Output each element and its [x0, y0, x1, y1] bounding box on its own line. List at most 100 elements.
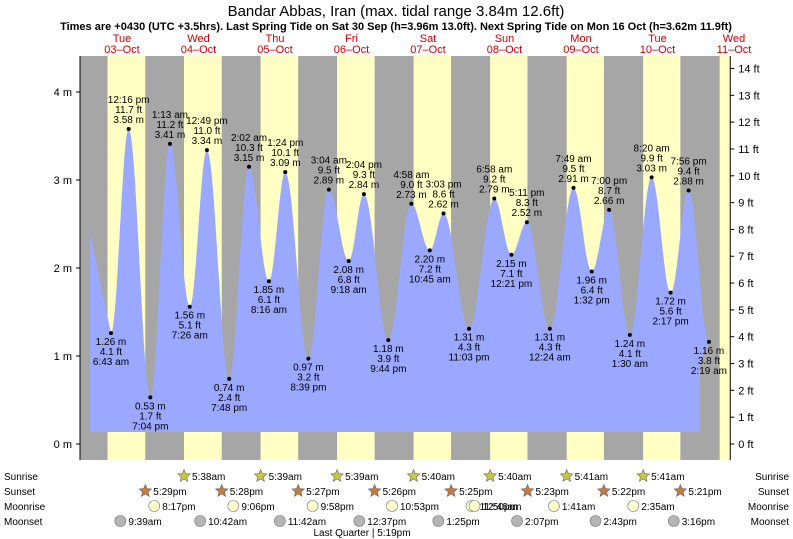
right-tick-label: 8 ft	[738, 224, 753, 236]
sunset-time: 5:27pm	[306, 487, 339, 498]
tide-label: 3.8 ft	[698, 356, 720, 367]
tide-point	[686, 188, 691, 193]
tide-label: 7:49 am	[555, 154, 591, 165]
tide-label: 2:04 pm	[346, 160, 382, 171]
tide-label: 9:18 am	[331, 285, 367, 296]
tide-label: 12:24 am	[529, 353, 571, 364]
tide-label: 9.5 ft	[562, 164, 584, 175]
tide-label: 8.3 ft	[516, 198, 538, 209]
tide-label: 2.62 m	[428, 199, 459, 210]
tide-label: 8.7 ft	[598, 186, 620, 197]
tide-label: 2.08 m	[333, 265, 364, 276]
tide-label: 2.73 m	[396, 190, 427, 201]
moonset-time: 10:42am	[208, 517, 247, 528]
chart-title: Bandar Abbas, Iran (max. tidal range 3.8…	[228, 3, 565, 20]
tide-label: 1.16 m	[694, 346, 725, 357]
tide-label: 3.9 ft	[377, 354, 399, 365]
moon-icon	[667, 515, 680, 527]
sun-star-icon	[559, 468, 574, 482]
sunrise-time: 5:39am	[345, 472, 378, 483]
tide-point	[589, 269, 594, 274]
tide-label: 11.7 ft	[115, 105, 142, 116]
sun-star-icon	[253, 468, 268, 482]
tide-label: 12:16 pm	[108, 95, 150, 106]
sunrise-row-label-left: Sunrise	[4, 472, 38, 483]
tide-point	[524, 220, 529, 225]
sunset-time: 5:23pm	[535, 487, 568, 498]
tide-label: 4:58 am	[393, 170, 429, 181]
moonrise-time: 10:53pm	[400, 502, 439, 513]
tide-label: 7:00 pm	[591, 176, 627, 187]
sunrise-time: 5:38am	[192, 472, 225, 483]
tide-label: 7:04 pm	[132, 421, 168, 432]
tide-point	[547, 326, 552, 331]
sunset-time: 5:22pm	[612, 487, 645, 498]
tide-label: 3.03 m	[636, 163, 667, 174]
sunrise-time: 5:41am	[651, 472, 684, 483]
tide-point	[607, 207, 612, 212]
sun-star-icon	[406, 468, 421, 482]
sun-star-icon	[596, 483, 611, 497]
right-tick-label: 12 ft	[738, 117, 759, 129]
day-name: Tue	[648, 33, 667, 45]
day-date: 10–Oct	[640, 44, 675, 56]
tide-label: 2:17 pm	[653, 317, 689, 328]
tide-label: 9.5 ft	[318, 166, 340, 177]
tide-label: 0.97 m	[293, 363, 324, 374]
axes: 0 m 1 m 2 m 3 m 4 m 0 ft 1 ft 2 ft 3 ft 4 ft 5 ft 6…	[54, 56, 760, 460]
tide-point	[509, 252, 514, 257]
right-tick-label: 9 ft	[738, 198, 753, 210]
sun-star-icon	[444, 483, 459, 497]
sunset-time: 5:29pm	[153, 487, 186, 498]
tide-water-area	[90, 129, 709, 432]
tide-label: 7:26 am	[172, 331, 208, 342]
tide-label: 1.72 m	[655, 297, 686, 308]
moon-icon	[148, 500, 161, 512]
tide-point	[668, 290, 673, 295]
moonrise-time: 9:06pm	[241, 502, 274, 513]
moonset-time: 2:07pm	[525, 517, 558, 528]
tide-label: 9.9 ft	[641, 153, 663, 164]
moon-icon	[432, 515, 445, 527]
tide-label: 4.1 ft	[100, 347, 122, 358]
moon-icon	[627, 500, 640, 512]
moon-icon	[194, 515, 206, 527]
tide-label: 0.53 m	[135, 401, 166, 412]
sunrise-row-label-right: Sunrise	[755, 472, 789, 483]
tide-label: 1.31 m	[535, 333, 566, 344]
tide-label: 11.2 ft	[156, 120, 183, 131]
day-date: 11–Oct	[717, 44, 752, 56]
tide-label: 0.74 m	[214, 383, 245, 394]
tide-label: 8:20 am	[634, 143, 670, 154]
sun-star-icon	[673, 483, 688, 497]
tide-label: 1.7 ft	[139, 411, 161, 422]
moon-icon	[353, 515, 366, 527]
tide-label: 10.1 ft	[271, 148, 299, 159]
tide-label: 1.96 m	[576, 276, 607, 287]
sun-star-icon	[291, 483, 306, 497]
day-date: 08–Oct	[487, 44, 522, 56]
moonset-time: 3:16pm	[682, 517, 715, 528]
tide-point	[346, 258, 351, 263]
right-tick-label: 6 ft	[738, 278, 753, 290]
tide-label: 2.15 m	[496, 259, 527, 270]
day-date: 03–Oct	[104, 44, 139, 56]
tide-point	[227, 376, 232, 381]
tide-label: 5.1 ft	[179, 321, 201, 332]
moon-icon	[589, 515, 602, 527]
left-tick-label: 4 m	[54, 87, 72, 99]
right-tick-label: 2 ft	[738, 385, 753, 397]
right-tick-label: 11 ft	[738, 144, 759, 156]
tide-label: 6.8 ft	[338, 275, 360, 286]
tide-point	[627, 332, 632, 337]
tide-label: 3:04 am	[311, 156, 347, 167]
tide-label: 9:44 pm	[370, 364, 406, 375]
moonrise-time: 1:41am	[562, 502, 595, 513]
tide-point	[326, 187, 331, 192]
tide-label: 2:02 am	[231, 133, 267, 144]
day-labels: Tue03–OctWed04–OctThu05–OctFri06–OctSat0…	[104, 33, 751, 56]
right-tick-label: 10 ft	[738, 171, 759, 183]
day-date: 05–Oct	[257, 44, 292, 56]
tide-label: 6:43 am	[93, 357, 129, 368]
tide-label: 10:45 am	[409, 274, 451, 285]
